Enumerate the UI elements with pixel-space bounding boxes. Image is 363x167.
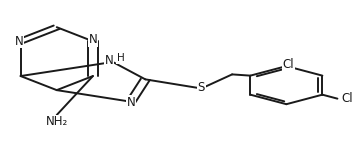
Text: NH₂: NH₂ xyxy=(46,115,68,128)
Text: N: N xyxy=(126,96,135,109)
Text: N: N xyxy=(89,33,97,46)
Text: N: N xyxy=(15,35,23,48)
Text: S: S xyxy=(198,81,205,94)
Text: Cl: Cl xyxy=(282,58,294,71)
Text: N: N xyxy=(105,54,114,67)
Text: Cl: Cl xyxy=(341,92,353,105)
Text: H: H xyxy=(117,53,125,63)
